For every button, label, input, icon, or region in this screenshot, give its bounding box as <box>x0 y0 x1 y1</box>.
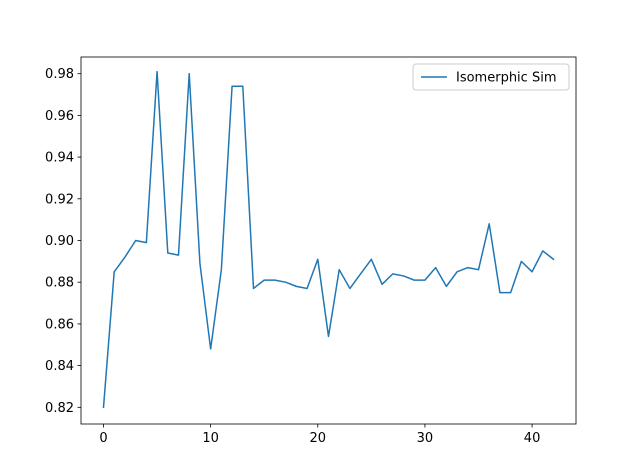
y-tick-label: 0.96 <box>45 109 74 124</box>
x-tick-label: 0 <box>99 431 107 446</box>
legend: Isomerphic Sim <box>412 63 570 91</box>
y-tick-label: 0.92 <box>45 192 74 207</box>
legend-box <box>412 63 570 91</box>
y-tick-label: 0.84 <box>45 359 74 374</box>
plot-area <box>102 70 555 409</box>
x-tick-label: 10 <box>202 431 219 446</box>
x-tick-label: 40 <box>524 431 541 446</box>
legend-label: Isomerphic Sim <box>456 71 556 86</box>
axes: 0 10 20 30 40 0.82 0.84 0.86 0.88 0.90 0.92 0.94 0.9… <box>45 56 577 446</box>
series-line <box>102 70 555 409</box>
x-tick-label: 30 <box>417 431 434 446</box>
y-tick-label: 0.90 <box>45 234 74 249</box>
y-tick-label: 0.82 <box>45 401 74 416</box>
y-tick-label: 0.98 <box>45 67 74 82</box>
y-tick-label: 0.94 <box>45 151 74 166</box>
y-tick-label: 0.86 <box>45 317 74 332</box>
x-tick-label: 20 <box>310 431 327 446</box>
y-tick-label: 0.88 <box>45 276 74 291</box>
